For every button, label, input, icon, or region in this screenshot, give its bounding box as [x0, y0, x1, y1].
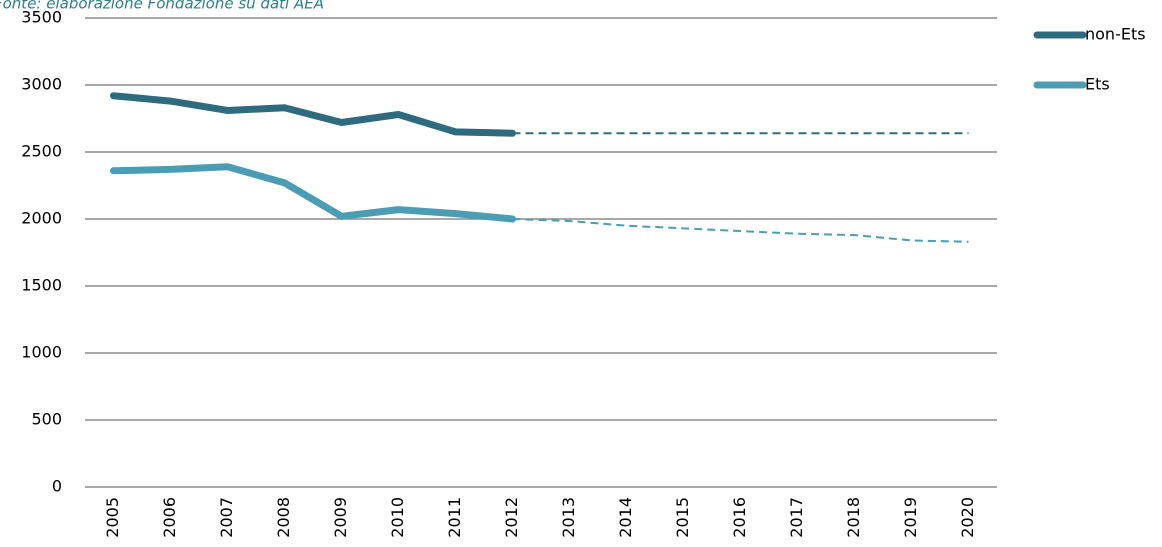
- x-tick-label: 2011: [445, 497, 464, 538]
- x-tick-label: 2012: [502, 497, 521, 538]
- x-tick-label: 2010: [388, 497, 407, 538]
- y-tick-label: 3000: [21, 75, 62, 94]
- y-tick-label: 2000: [21, 209, 62, 228]
- x-tick-label: 2007: [217, 497, 236, 538]
- x-tick-label: 2018: [844, 497, 863, 538]
- legend-label: Ets: [1085, 75, 1110, 94]
- x-tick-label: 2009: [331, 497, 350, 538]
- y-tick-label: 1000: [21, 343, 62, 362]
- projection-line: [512, 218, 969, 243]
- x-tick-label: 2017: [787, 497, 806, 538]
- x-tick-label: 2013: [559, 497, 578, 538]
- x-tick-label: 2006: [160, 497, 179, 538]
- chart-title: Fonte: elaborazione Fondazione su dati A…: [0, 0, 324, 13]
- x-tick-label: 2005: [103, 497, 122, 538]
- x-tick-label: 2020: [958, 497, 977, 538]
- y-tick-label: 3500: [21, 8, 62, 27]
- y-tick-label: 0: [52, 477, 62, 496]
- series-line: [110, 92, 516, 137]
- x-tick-label: 2014: [616, 497, 635, 538]
- y-tick-label: 500: [31, 410, 62, 429]
- series-line: [110, 163, 516, 223]
- y-tick-label: 2500: [21, 142, 62, 161]
- x-tick-label: 2008: [274, 497, 293, 538]
- y-tick-label: 1500: [21, 276, 62, 295]
- legend-label: non-Ets: [1085, 25, 1146, 44]
- x-tick-label: 2015: [673, 497, 692, 538]
- x-tick-label: 2016: [730, 497, 749, 538]
- x-tick-label: 2019: [901, 497, 920, 538]
